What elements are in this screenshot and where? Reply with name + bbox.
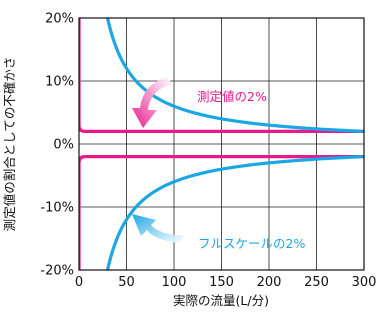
- blue-curved-arrow: [132, 214, 184, 243]
- y-axis-label: 測定値の割合としての不確かさ: [2, 57, 17, 232]
- x-tick-label: 100: [162, 275, 187, 290]
- y-tick-label: -10%: [40, 201, 74, 216]
- pink-curved-arrow: [132, 77, 172, 128]
- x-tick-label: 150: [209, 275, 234, 290]
- annotations: 測定値の2% フルスケールの2%: [132, 77, 305, 251]
- y-tick-label: 20%: [45, 12, 74, 27]
- x-tick-label: 200: [257, 275, 282, 290]
- annotation-label-full-scale: フルスケールの2%: [198, 236, 305, 251]
- x-tick-label: 0: [75, 275, 83, 290]
- annotation-label-reading: 測定値の2%: [197, 89, 267, 104]
- x-tick-label: 50: [118, 275, 135, 290]
- y-tick-label: 10%: [45, 75, 74, 90]
- series-line-2-lower: [105, 155, 363, 270]
- plot-frame: [78, 17, 365, 271]
- tick-labels: 0 50 100 150 200 250 300 20% 10% 0% -10% -20%: [40, 12, 376, 291]
- x-axis-label: 実際の流量(L/分): [173, 293, 269, 308]
- grid: [79, 18, 364, 270]
- y-tick-label: -20%: [40, 264, 74, 279]
- y-tick-label: 0%: [53, 138, 74, 153]
- x-tick-label: 300: [352, 275, 377, 290]
- x-tick-label: 250: [304, 275, 329, 290]
